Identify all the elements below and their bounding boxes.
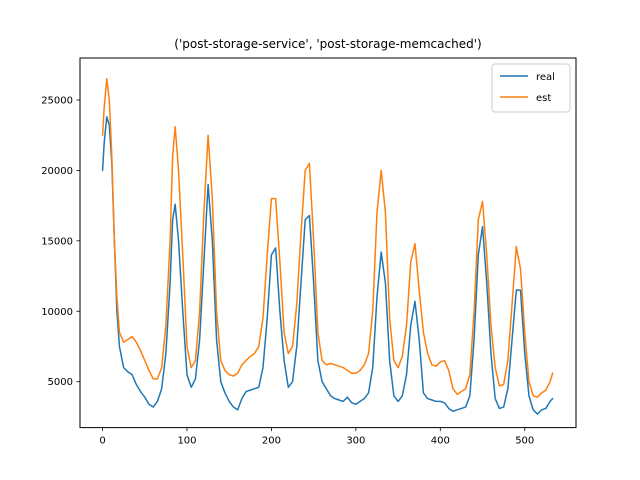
chart-title: ('post-storage-service', 'post-storage-m… bbox=[174, 37, 481, 51]
y-tick-label: 25000 bbox=[41, 95, 73, 106]
series-layer bbox=[101, 78, 554, 415]
y-tick-label: 10000 bbox=[41, 307, 73, 318]
x-tick-label: 100 bbox=[177, 436, 196, 447]
y-tick-label: 20000 bbox=[41, 166, 73, 177]
legend-label-est: est bbox=[536, 93, 551, 104]
legend-box bbox=[491, 63, 571, 113]
axes-frame bbox=[79, 57, 577, 429]
x-axis: 0 100 200 300 400 500 bbox=[99, 427, 534, 447]
x-tick-label: 300 bbox=[346, 436, 365, 447]
series-line-est bbox=[101, 78, 554, 398]
y-tick-label: 5000 bbox=[48, 377, 73, 388]
series-line-real bbox=[101, 116, 554, 415]
legend: real est bbox=[491, 63, 571, 113]
y-tick-label: 15000 bbox=[41, 236, 73, 247]
plot-area bbox=[79, 57, 577, 429]
x-tick-label: 200 bbox=[262, 436, 281, 447]
x-tick-label: 400 bbox=[431, 436, 450, 447]
x-tick-label: 500 bbox=[515, 436, 534, 447]
y-axis: 5000 10000 15000 20000 25000 bbox=[41, 95, 80, 388]
legend-label-real: real bbox=[536, 72, 555, 83]
x-tick-label: 0 bbox=[99, 436, 105, 447]
